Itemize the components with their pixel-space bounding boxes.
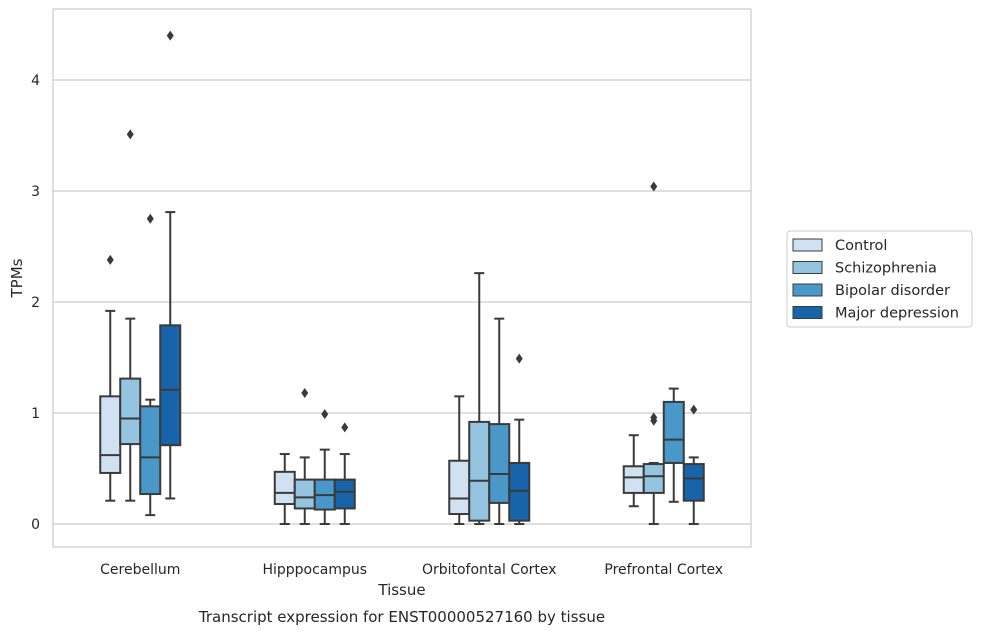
box-iqr — [622, 465, 645, 494]
legend-label: Control — [835, 238, 887, 254]
box-control — [448, 395, 471, 525]
outlier-point — [166, 30, 174, 41]
box-major-depression — [333, 422, 356, 525]
x-tick-label: Orbitofontal Cortex — [422, 562, 557, 578]
box-iqr — [682, 463, 705, 502]
y-axis-label: TPMs — [8, 258, 26, 298]
y-tick-label: 0 — [31, 517, 40, 533]
box-control — [99, 254, 122, 502]
legend-swatch — [792, 283, 823, 297]
y-axis-ticks: 0 1 2 3 4 — [31, 73, 40, 533]
box-schizophrenia — [468, 272, 491, 525]
legend-swatch — [792, 238, 823, 252]
outlier-point — [515, 353, 523, 364]
box-iqr — [642, 463, 665, 494]
box-iqr — [333, 478, 356, 510]
outlier-point — [341, 422, 349, 433]
box-iqr — [273, 470, 296, 506]
box-iqr — [468, 420, 491, 522]
legend: Control Schizophrenia Bipolar disorder Majo… — [786, 230, 973, 328]
outlier-point — [301, 388, 309, 399]
outlier-point — [650, 181, 658, 192]
outlier-point — [321, 409, 329, 420]
outlier-point — [146, 213, 154, 224]
box-iqr — [119, 377, 142, 446]
x-tick-label: Hipppocampus — [262, 562, 367, 578]
legend-label: Schizophrenia — [835, 261, 937, 277]
box-iqr — [448, 459, 471, 516]
plot-frame — [52, 8, 752, 548]
box-control — [273, 453, 296, 525]
box-iqr — [139, 405, 162, 496]
box-schizophrenia — [119, 129, 142, 502]
box-major-depression — [682, 404, 705, 525]
y-tick-label: 2 — [31, 295, 40, 311]
x-axis-ticks: Cerebellum Hipppocampus Orbitofontal Corte… — [100, 562, 723, 578]
box-bipolar-disorder — [662, 387, 685, 503]
y-tick-label: 4 — [31, 73, 40, 89]
box-major-depression — [508, 353, 531, 525]
box-schizophrenia — [293, 388, 316, 525]
box-major-depression — [159, 30, 182, 500]
outlier-point — [690, 404, 698, 415]
chart-caption: Transcript expression for ENST0000052716… — [198, 608, 605, 626]
box-schizophrenia — [642, 181, 665, 525]
legend-frame — [786, 230, 973, 328]
y-tick-label: 1 — [31, 406, 40, 422]
legend-label: Major depression — [835, 306, 959, 322]
box-bipolar-disorder — [139, 213, 162, 517]
legend-label: Bipolar disorder — [835, 283, 950, 299]
box-iqr — [99, 395, 122, 474]
legend-swatch — [792, 261, 823, 274]
box-iqr — [662, 400, 685, 464]
x-tick-label: Prefrontal Cortex — [604, 562, 723, 578]
boxes-layer — [99, 30, 705, 525]
x-tick-label: Cerebellum — [100, 562, 180, 578]
outlier-point — [126, 129, 134, 140]
box-iqr — [159, 324, 182, 447]
legend-swatch — [792, 306, 823, 319]
outlier-point — [106, 254, 114, 265]
outlier-point — [650, 412, 658, 423]
box-iqr — [293, 478, 316, 510]
x-axis-label: Tissue — [377, 581, 425, 599]
box-iqr — [508, 461, 531, 522]
box-iqr — [488, 423, 511, 504]
y-tick-label: 3 — [31, 184, 40, 200]
